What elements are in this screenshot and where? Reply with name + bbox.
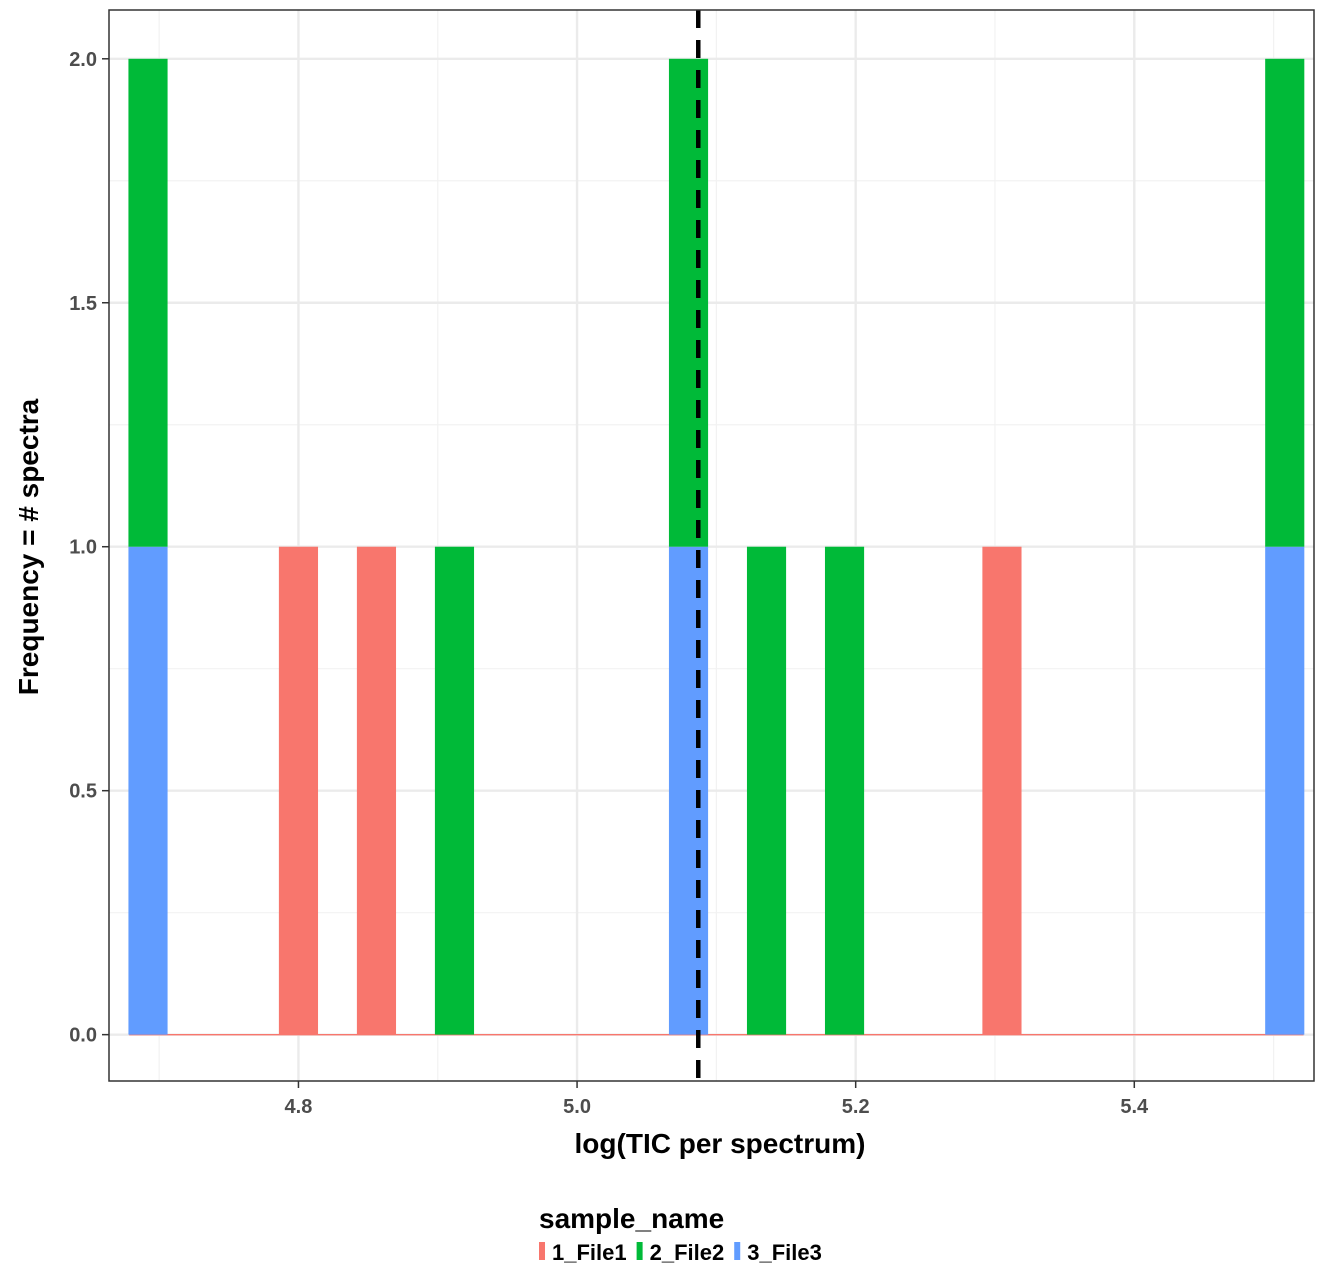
histogram-bar — [434, 546, 475, 1035]
legend-item: 3_File3 — [734, 1240, 822, 1264]
x-tick-label: 5.0 — [563, 1096, 591, 1118]
histogram-bar — [668, 546, 709, 1035]
legend-key — [539, 1242, 545, 1260]
histogram-bar — [746, 546, 787, 1035]
x-axis-title: log(TIC per spectrum) — [575, 1128, 866, 1159]
y-tick-label: 1.5 — [69, 293, 97, 315]
histogram-bar — [1265, 546, 1305, 1035]
legend-key — [734, 1242, 741, 1260]
y-axis-ticks: 0.0 0.5 1.0 1.5 2.0 — [69, 49, 109, 1047]
histogram-bar — [356, 546, 397, 1035]
x-tick-label: 5.2 — [842, 1096, 870, 1118]
histogram-bar — [1265, 58, 1305, 547]
histogram-bar — [128, 546, 168, 1035]
legend-key — [636, 1242, 643, 1260]
legend-item: 2_File2 — [636, 1240, 725, 1264]
histogram-bars — [128, 58, 1305, 1036]
x-axis-ticks: 4.8 5.0 5.2 5.4 — [285, 1081, 1149, 1118]
legend: 1_File1 2_File2 3_File3 — [539, 1240, 822, 1264]
histogram-bar — [982, 546, 1022, 1035]
panel-border — [108, 9, 1315, 1082]
y-tick-label: 0.5 — [69, 781, 97, 803]
legend-item: 1_File1 — [539, 1240, 627, 1264]
y-tick-label: 0.0 — [69, 1025, 97, 1047]
histogram-bar — [128, 58, 168, 547]
y-axis-title: Frequency = # spectra — [13, 398, 44, 695]
y-tick-label: 2.0 — [69, 49, 97, 71]
legend-label: 1_File1 — [552, 1240, 627, 1264]
x-tick-label: 4.8 — [285, 1096, 313, 1118]
legend-title: sample_name — [539, 1203, 724, 1234]
legend-label: 2_File2 — [650, 1240, 725, 1264]
histogram-bar — [668, 58, 709, 547]
histogram-bar — [278, 546, 319, 1035]
histogram-bar — [824, 546, 865, 1035]
y-tick-label: 1.0 — [69, 537, 97, 559]
legend-label: 3_File3 — [747, 1240, 822, 1264]
x-tick-label: 5.4 — [1120, 1096, 1149, 1118]
